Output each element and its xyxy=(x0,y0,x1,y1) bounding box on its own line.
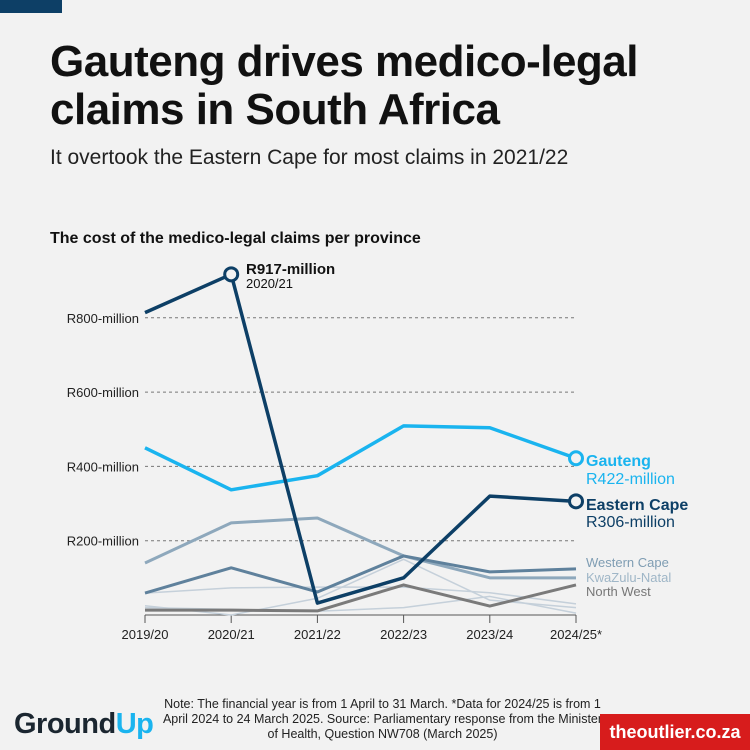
series-line-gauteng xyxy=(144,424,577,492)
x-tick-label: 2023/24 xyxy=(466,627,513,642)
western-cape-label: Western Cape xyxy=(586,555,669,570)
series-line-eastern-cape xyxy=(144,272,577,605)
eastern-cape-label: Eastern Cape xyxy=(586,497,688,514)
eastern-cape-end-marker xyxy=(568,493,584,510)
y-tick-label: R400-million xyxy=(67,459,139,474)
peak-value-label: R917-million xyxy=(246,261,335,278)
logo-part-up: Up xyxy=(115,708,154,740)
peak-marker xyxy=(223,266,240,283)
y-tick-label: R800-million xyxy=(67,311,139,326)
y-tick-label: R200-million xyxy=(67,534,139,549)
groundup-logo: GroundUp xyxy=(14,708,154,741)
kwazulu-natal-label: KwaZulu-Natal xyxy=(586,570,671,585)
x-tick-label: 2022/23 xyxy=(380,627,427,642)
y-tick-label: R600-million xyxy=(67,385,139,400)
page-title: Gauteng drives medico-legal claims in So… xyxy=(50,37,639,134)
top-accent-bar xyxy=(0,0,62,13)
subtitle: It overtook the Eastern Cape for most cl… xyxy=(50,146,569,169)
x-tick-label: 2024/25* xyxy=(550,627,602,642)
series-line-other-0 xyxy=(144,586,577,605)
logo-part-ground: Ground xyxy=(14,708,116,740)
source-note: Note: The financial year is from 1 April… xyxy=(162,697,603,741)
x-tick-label: 2021/22 xyxy=(294,627,341,642)
north-west-label: North West xyxy=(586,584,651,599)
gauteng-end-marker xyxy=(568,450,584,467)
chart-title: The cost of the medico-legal claims per … xyxy=(50,230,421,247)
x-tick-label: 2020/21 xyxy=(208,627,255,642)
x-tick-label: 2019/20 xyxy=(122,627,169,642)
gauteng-label: Gauteng xyxy=(586,453,651,470)
series-line-kwazulu-natal xyxy=(144,516,576,580)
gauteng-value-label: R422-million xyxy=(586,471,675,488)
peak-period-label: 2020/21 xyxy=(246,276,293,291)
eastern-cape-value-label: R306-million xyxy=(586,514,675,531)
series-line-north-west xyxy=(145,583,577,613)
outlier-link[interactable]: theoutlier.co.za xyxy=(600,714,750,750)
series-line-western-cape xyxy=(144,554,577,595)
